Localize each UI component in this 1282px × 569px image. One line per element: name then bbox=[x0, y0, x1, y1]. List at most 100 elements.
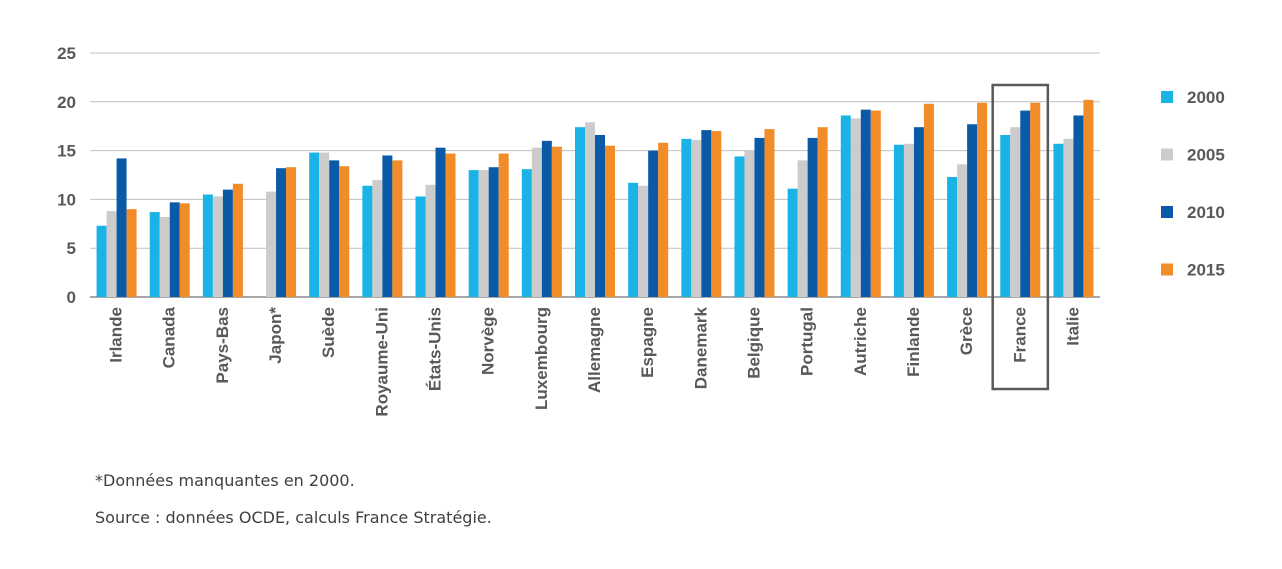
bars bbox=[96, 99, 1094, 298]
bar-2000 bbox=[575, 127, 585, 298]
bar-2015 bbox=[339, 166, 350, 297]
bar-2005 bbox=[1010, 127, 1021, 298]
x-tick-label: Grèce bbox=[957, 307, 976, 355]
bar-2000 bbox=[734, 156, 745, 297]
x-tick-label: Pays-Bas bbox=[213, 307, 232, 384]
bar-2000 bbox=[521, 169, 532, 297]
x-tick-label: Danemark bbox=[691, 306, 710, 389]
y-tick-label: 20 bbox=[57, 93, 76, 112]
x-tick-label: Norvège bbox=[479, 307, 498, 375]
x-tick-label: Suède bbox=[319, 307, 338, 358]
legend-label: 2005 bbox=[1187, 146, 1225, 165]
x-axis-ticks: Irlande Canada Pays-Bas Japon* Suède Royaume-… bbox=[107, 306, 1083, 416]
bar-2010 bbox=[648, 150, 659, 297]
x-tick-label: Finlande bbox=[904, 307, 923, 377]
bar-2010 bbox=[967, 124, 978, 297]
bar-2015 bbox=[870, 110, 881, 297]
bar-2000 bbox=[202, 194, 213, 297]
legend: 2000 2005 2010 2015 bbox=[1161, 88, 1225, 280]
bar-2000 bbox=[362, 185, 373, 297]
x-tick-label: États-Unis bbox=[426, 307, 445, 391]
x-tick-label: Allemagne bbox=[585, 307, 604, 393]
legend-label: 2015 bbox=[1187, 261, 1225, 280]
bar-2000 bbox=[468, 170, 479, 297]
bar-2005 bbox=[425, 184, 436, 297]
bar-2015 bbox=[977, 102, 988, 297]
bar-2000 bbox=[96, 225, 107, 297]
bar-2010 bbox=[807, 137, 818, 297]
bar-2015 bbox=[498, 153, 509, 297]
x-tick-label: Italie bbox=[1063, 307, 1082, 346]
bar-2015 bbox=[232, 183, 243, 297]
y-tick-label: 10 bbox=[57, 190, 76, 209]
bar-2010 bbox=[1020, 110, 1031, 297]
x-tick-label: Belgique bbox=[744, 307, 763, 379]
bar-2015 bbox=[1030, 102, 1041, 297]
bar-2015 bbox=[179, 203, 190, 297]
bar-2000 bbox=[415, 196, 426, 297]
bar-2010 bbox=[382, 155, 393, 297]
highlight-frame bbox=[991, 83, 1050, 391]
x-tick-label: Luxembourg bbox=[532, 307, 551, 410]
bar-2000 bbox=[893, 144, 904, 297]
bar-2005 bbox=[903, 143, 914, 297]
bar-2015 bbox=[923, 103, 934, 297]
bar-2010 bbox=[222, 189, 233, 297]
footnote-missing-data: *Données manquantes en 2000. bbox=[95, 471, 355, 490]
footnote-source: Source : données OCDE, calculs France St… bbox=[95, 508, 492, 527]
x-tick-label: Canada bbox=[160, 306, 179, 368]
bar-2005 bbox=[744, 150, 755, 297]
y-tick-label: 5 bbox=[67, 239, 76, 258]
bar-2005 bbox=[478, 170, 489, 297]
bar-2005 bbox=[797, 160, 808, 297]
bar-2015 bbox=[605, 145, 615, 297]
bar-2010 bbox=[913, 127, 924, 298]
bar-2005 bbox=[585, 122, 595, 298]
legend-swatch bbox=[1161, 91, 1173, 103]
bar-2015 bbox=[817, 127, 828, 298]
y-axis-ticks: 0 5 10 15 20 25 bbox=[57, 44, 76, 307]
x-tick-label: Espagne bbox=[638, 307, 657, 378]
x-tick-label: Royaume-Uni bbox=[372, 307, 391, 417]
bar-2000 bbox=[1000, 134, 1011, 297]
bar-2000 bbox=[681, 138, 692, 297]
bar-2010 bbox=[541, 140, 552, 297]
bar-2010 bbox=[116, 158, 127, 297]
legend-swatch bbox=[1161, 148, 1173, 161]
bar-2015 bbox=[126, 209, 137, 297]
y-tick-label: 15 bbox=[57, 142, 76, 161]
bar-2015 bbox=[551, 146, 562, 297]
legend-label: 2010 bbox=[1187, 203, 1225, 222]
bar-2015 bbox=[658, 142, 669, 297]
x-tick-label: Irlande bbox=[107, 307, 126, 363]
x-tick-label: Autriche bbox=[851, 307, 870, 376]
bar-2005 bbox=[319, 152, 330, 297]
bar-2005 bbox=[1063, 138, 1074, 297]
bar-2005 bbox=[266, 191, 277, 297]
legend-swatch bbox=[1161, 206, 1173, 218]
bar-2015 bbox=[392, 160, 403, 297]
bar-2000 bbox=[309, 152, 320, 297]
bar-2010 bbox=[329, 160, 340, 297]
y-tick-label: 0 bbox=[67, 288, 76, 307]
bar-2015 bbox=[286, 167, 297, 297]
bar-2010 bbox=[276, 168, 287, 297]
bar-2015 bbox=[445, 153, 456, 297]
bar-2010 bbox=[435, 147, 446, 297]
bar-2005 bbox=[212, 196, 223, 297]
bar-2000 bbox=[1053, 143, 1064, 297]
y-tick-label: 25 bbox=[57, 44, 76, 63]
x-tick-label: Portugal bbox=[798, 307, 817, 376]
bar-2015 bbox=[764, 129, 775, 297]
legend-label: 2000 bbox=[1187, 88, 1225, 107]
bar-2010 bbox=[754, 137, 765, 297]
bar-2015 bbox=[711, 131, 722, 297]
highlight-box bbox=[991, 83, 1050, 391]
bar-2000 bbox=[787, 188, 798, 297]
bar-2010 bbox=[860, 109, 871, 297]
bar-2015 bbox=[1083, 99, 1094, 298]
bar-2005 bbox=[159, 216, 170, 297]
bar-2000 bbox=[947, 176, 958, 297]
bar-2000 bbox=[149, 212, 160, 297]
